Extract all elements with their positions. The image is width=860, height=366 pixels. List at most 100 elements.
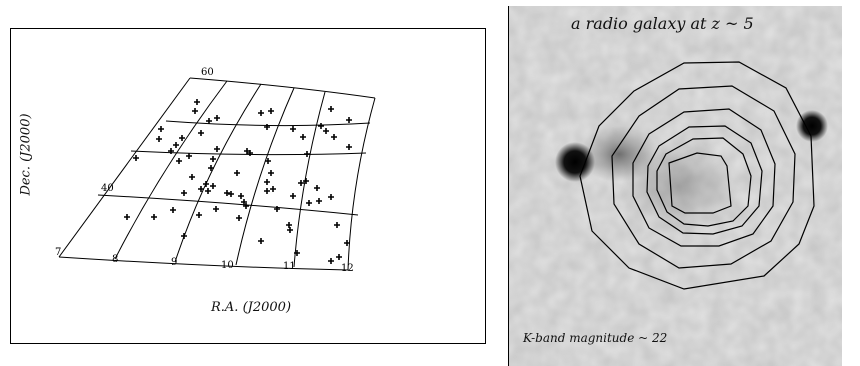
source-marker bbox=[258, 110, 264, 116]
source-marker bbox=[243, 203, 249, 209]
source-marker bbox=[264, 124, 270, 130]
coordinate-grid bbox=[58, 77, 376, 271]
source-marker bbox=[328, 194, 334, 200]
ra-tick-11: 11 bbox=[283, 261, 296, 272]
source-marker bbox=[346, 144, 352, 150]
source-marker bbox=[264, 179, 270, 185]
source-marker bbox=[181, 190, 187, 196]
dec-line-40 bbox=[97, 194, 359, 216]
source-marker bbox=[306, 200, 312, 206]
source-marker bbox=[214, 115, 220, 121]
x-axis-label: R.A. (J2000) bbox=[211, 300, 292, 315]
source-marker bbox=[181, 233, 187, 239]
source-marker bbox=[258, 238, 264, 244]
source-marker bbox=[176, 158, 182, 164]
dec-tick-60: 60 bbox=[201, 67, 214, 78]
source-marker bbox=[346, 117, 352, 123]
source-marker bbox=[286, 222, 292, 228]
left-bright-source bbox=[555, 142, 595, 182]
source-marker bbox=[173, 142, 179, 148]
image-title: a radio galaxy at z ~ 5 bbox=[571, 14, 754, 33]
source-marker bbox=[265, 158, 271, 164]
source-marker bbox=[247, 150, 253, 156]
source-marker bbox=[186, 153, 192, 159]
ra-line-12 bbox=[347, 97, 376, 271]
radio-contours bbox=[579, 61, 815, 290]
source-marker bbox=[210, 156, 216, 162]
source-marker bbox=[236, 215, 242, 221]
source-marker bbox=[336, 254, 342, 260]
source-marker bbox=[268, 108, 274, 114]
source-marker bbox=[192, 108, 198, 114]
source-marker bbox=[238, 193, 244, 199]
sky-coverage-map: 60 40 7 8 9 10 11 12 R.A. (J2000) Dec. (… bbox=[10, 28, 486, 344]
source-marker bbox=[234, 170, 240, 176]
source-marker bbox=[314, 185, 320, 191]
source-marker bbox=[241, 199, 247, 205]
source-marker bbox=[290, 193, 296, 199]
source-marker bbox=[156, 136, 162, 142]
galaxy-field bbox=[509, 6, 842, 366]
source-marker bbox=[189, 174, 195, 180]
source-marker bbox=[210, 183, 216, 189]
source-marker bbox=[203, 181, 209, 187]
source-marker bbox=[331, 134, 337, 140]
ra-line-8 bbox=[114, 80, 228, 260]
source-marker bbox=[194, 99, 200, 105]
source-marker bbox=[268, 170, 274, 176]
source-marker bbox=[328, 258, 334, 264]
source-marker bbox=[318, 123, 324, 129]
source-marker bbox=[179, 135, 185, 141]
source-marker bbox=[316, 198, 322, 204]
y-axis-label: Dec. (J2000) bbox=[18, 113, 34, 196]
dec-line-55 bbox=[165, 120, 371, 127]
source-marker bbox=[303, 178, 309, 184]
source-marker bbox=[328, 106, 334, 112]
source-marker bbox=[270, 186, 276, 192]
ra-tick-10: 10 bbox=[221, 260, 234, 271]
right-bright-source bbox=[796, 110, 828, 142]
source-marker bbox=[124, 214, 130, 220]
ra-line-10 bbox=[235, 87, 295, 266]
source-marker bbox=[334, 222, 340, 228]
source-marker bbox=[198, 186, 204, 192]
source-marker bbox=[151, 214, 157, 220]
source-marker bbox=[206, 118, 212, 124]
image-caption: K-band magnitude ~ 22 bbox=[523, 331, 668, 345]
ra-tick-9: 9 bbox=[171, 257, 178, 268]
dec-line-60 bbox=[189, 77, 376, 99]
source-marker bbox=[264, 188, 270, 194]
source-marker bbox=[196, 212, 202, 218]
dec-line-30 bbox=[58, 256, 349, 271]
source-marker bbox=[208, 165, 214, 171]
source-marker bbox=[224, 190, 230, 196]
source-marker bbox=[298, 180, 304, 186]
source-marker bbox=[205, 188, 211, 194]
ra-line-9 bbox=[174, 83, 262, 263]
ra-tick-7: 7 bbox=[55, 247, 62, 258]
source-markers bbox=[124, 99, 352, 264]
source-marker bbox=[133, 155, 139, 161]
source-marker bbox=[228, 191, 234, 197]
source-marker bbox=[214, 146, 220, 152]
source-marker bbox=[304, 151, 310, 157]
source-marker bbox=[344, 240, 350, 246]
radio-galaxy-image: a radio galaxy at z ~ 5 K-band magnitude… bbox=[508, 6, 842, 366]
source-marker bbox=[323, 128, 329, 134]
source-marker bbox=[158, 126, 164, 132]
source-marker bbox=[287, 227, 293, 233]
ra-line-11 bbox=[293, 91, 326, 268]
source-marker bbox=[290, 126, 296, 132]
source-marker bbox=[168, 148, 174, 154]
source-marker bbox=[170, 207, 176, 213]
source-marker bbox=[274, 206, 280, 212]
dec-tick-40: 40 bbox=[101, 183, 114, 194]
ra-line-7 bbox=[58, 77, 191, 258]
ra-tick-12: 12 bbox=[341, 263, 354, 274]
central-emission bbox=[619, 136, 739, 236]
source-marker bbox=[213, 206, 219, 212]
source-marker bbox=[294, 250, 300, 256]
source-marker bbox=[198, 130, 204, 136]
dec-line-50 bbox=[130, 150, 367, 156]
source-marker bbox=[300, 134, 306, 140]
